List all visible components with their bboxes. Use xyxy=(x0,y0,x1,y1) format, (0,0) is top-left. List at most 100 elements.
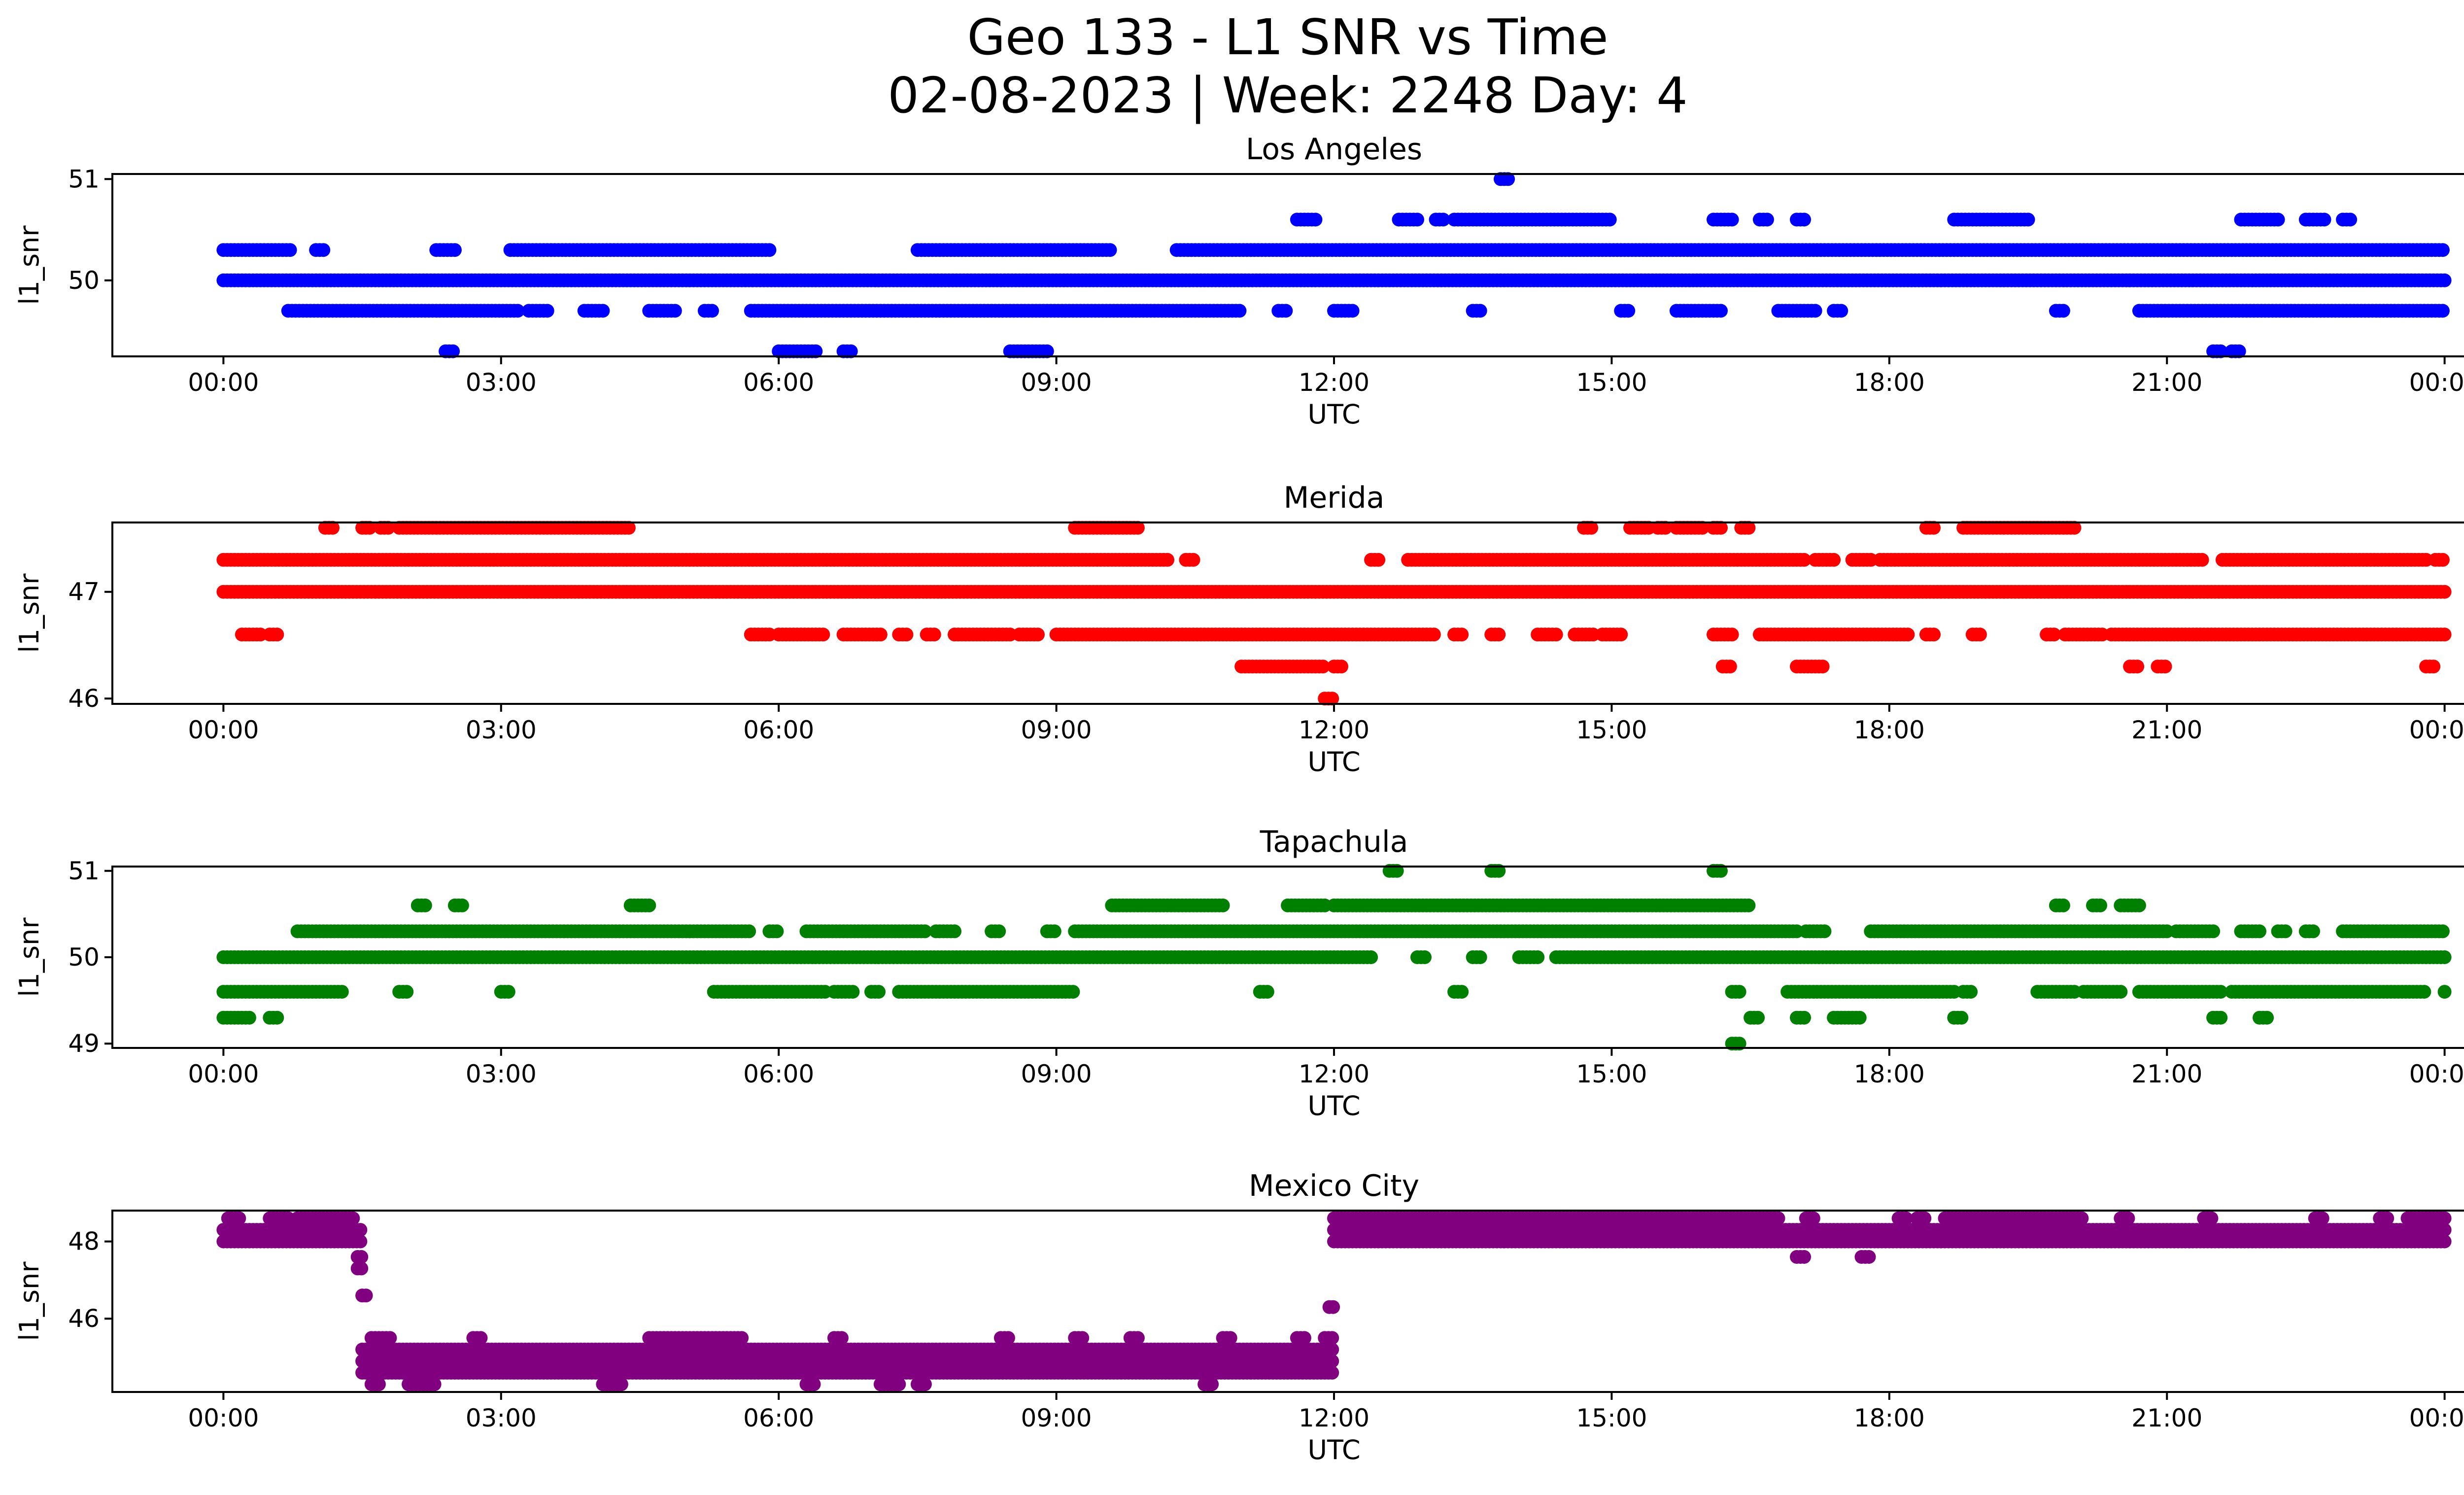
x-tick-label: 00:00 xyxy=(2409,368,2464,397)
data-point xyxy=(1827,553,1841,567)
data-point xyxy=(1418,950,1432,964)
data-point xyxy=(1103,243,1117,257)
y-tick-label: 50 xyxy=(68,266,100,295)
x-tick-label: 12:00 xyxy=(1299,368,1369,397)
data-point xyxy=(1723,660,1737,674)
data-point xyxy=(1603,212,1617,227)
axes-frame xyxy=(111,173,2464,357)
x-tick-label: 00:00 xyxy=(188,368,259,397)
axes-frame xyxy=(111,522,2464,705)
x-tick-label: 00:00 xyxy=(188,1060,259,1088)
data-point xyxy=(2437,273,2452,287)
x-axis-label: UTC xyxy=(1307,399,1360,430)
x-tick-label: 09:00 xyxy=(1021,368,1092,397)
x-tick-label: 21:00 xyxy=(2131,1060,2202,1088)
data-point xyxy=(809,344,823,358)
data-point xyxy=(948,924,961,939)
data-point xyxy=(1901,627,1915,642)
data-point xyxy=(1260,985,1274,999)
data-point xyxy=(1760,212,1774,227)
data-point xyxy=(2214,1010,2228,1025)
data-point xyxy=(2132,898,2146,912)
data-point xyxy=(1436,212,1450,227)
data-point xyxy=(1427,627,1441,642)
data-point xyxy=(1364,950,1378,964)
y-tick-label: 46 xyxy=(68,684,100,713)
data-point xyxy=(2435,924,2450,939)
data-points xyxy=(216,521,2452,706)
data-point xyxy=(540,304,554,318)
data-point xyxy=(1047,924,1061,939)
data-point xyxy=(742,924,756,939)
data-point xyxy=(1531,950,1545,964)
chart-title-line1: Geo 133 - L1 SNR vs Time xyxy=(967,8,1608,66)
x-tick-label: 00:00 xyxy=(2409,716,2464,744)
x-tick-label: 18:00 xyxy=(1854,1060,1925,1088)
data-point xyxy=(2317,212,2331,227)
data-point xyxy=(1371,553,1386,567)
data-point xyxy=(446,344,460,358)
data-point xyxy=(1852,1010,1867,1025)
data-point xyxy=(1797,1010,1811,1025)
data-point xyxy=(2343,212,2358,227)
data-point xyxy=(1797,212,1811,227)
data-point xyxy=(283,243,297,257)
data-point xyxy=(1815,660,1830,674)
panel-title: Mexico City xyxy=(1249,1169,1419,1203)
y-tick-label: 47 xyxy=(68,578,100,606)
data-point xyxy=(2114,985,2128,999)
x-tick-label: 00:00 xyxy=(2409,1060,2464,1088)
data-point xyxy=(1279,304,1293,318)
data-point xyxy=(1751,1010,1765,1025)
data-point xyxy=(2435,304,2450,318)
data-point xyxy=(2271,212,2285,227)
data-point xyxy=(1964,985,1978,999)
data-point xyxy=(418,898,432,912)
data-point xyxy=(1621,304,1636,318)
data-point xyxy=(242,1010,256,1025)
data-point xyxy=(2056,304,2070,318)
data-point xyxy=(2021,212,2035,227)
data-point xyxy=(992,924,1006,939)
data-point xyxy=(2278,924,2293,939)
x-tick-label: 21:00 xyxy=(2131,716,2202,744)
data-point xyxy=(2417,985,2431,999)
panel-title: Tapachula xyxy=(1260,825,1408,859)
x-tick-label: 06:00 xyxy=(743,716,814,744)
data-point xyxy=(770,924,784,939)
data-point xyxy=(270,627,284,642)
data-point xyxy=(2158,660,2172,674)
data-point xyxy=(2435,553,2450,567)
data-point xyxy=(2232,344,2246,358)
data-point xyxy=(1186,553,1200,567)
panel-title: Los Angeles xyxy=(1246,132,1422,167)
x-tick-label: 06:00 xyxy=(743,1060,814,1088)
data-point xyxy=(2437,950,2452,964)
data-point xyxy=(762,243,777,257)
data-point xyxy=(1954,1010,1969,1025)
data-point xyxy=(2206,924,2221,939)
data-point xyxy=(844,344,858,358)
data-point xyxy=(1973,627,1987,642)
data-point xyxy=(2056,898,2070,912)
x-tick-label: 12:00 xyxy=(1299,1060,1369,1088)
data-point xyxy=(1410,212,1424,227)
data-point xyxy=(501,985,515,999)
data-point xyxy=(2427,660,2441,674)
data-point xyxy=(1492,627,1506,642)
x-axis-label: UTC xyxy=(1307,1090,1360,1121)
panel-title: Merida xyxy=(1284,481,1385,515)
x-axis-label: UTC xyxy=(1307,746,1360,777)
data-point xyxy=(705,304,719,318)
y-tick-label: 51 xyxy=(68,857,100,885)
data-point xyxy=(1549,627,1563,642)
data-point xyxy=(1927,627,1941,642)
data-point xyxy=(1161,553,1174,567)
data-point xyxy=(1742,898,1756,912)
data-point xyxy=(899,627,914,642)
data-point xyxy=(316,243,331,257)
data-point xyxy=(1732,985,1746,999)
data-point xyxy=(2093,898,2107,912)
